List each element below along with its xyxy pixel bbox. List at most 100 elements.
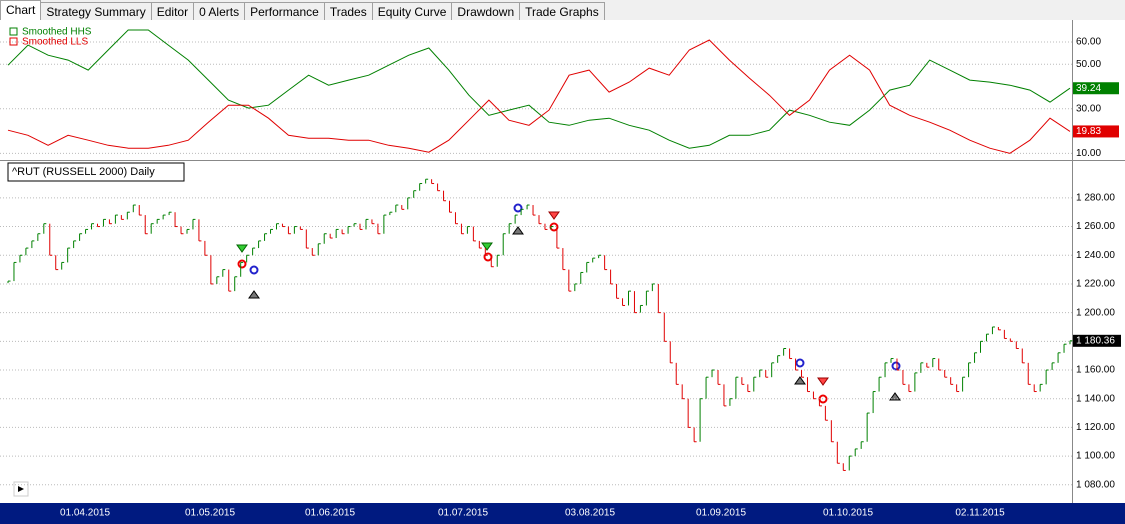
- price-bar: [711, 369, 715, 378]
- chart: ^RUT (RUSSELL 2000) Daily 60.00 50.00 30.0…: [0, 20, 1125, 524]
- x-tick-label: 01.04.2015: [60, 508, 110, 519]
- tab[interactable]: 0 Alerts: [193, 2, 246, 22]
- price-bar: [419, 183, 423, 191]
- price-bar: [246, 254, 250, 263]
- tab[interactable]: Drawdown: [451, 2, 521, 22]
- price-bar: [854, 448, 858, 457]
- last-value-box: [1073, 125, 1119, 138]
- price-bar: [812, 391, 816, 400]
- tab[interactable]: Strategy Summary: [40, 2, 152, 22]
- price-bar: [108, 219, 112, 225]
- price-bar: [568, 269, 572, 292]
- tab[interactable]: Trades: [323, 2, 373, 22]
- price-bar: [49, 223, 53, 256]
- price-bar: [31, 240, 35, 249]
- price-bar: [550, 226, 554, 230]
- tab[interactable]: Editor: [150, 2, 195, 22]
- price-bar: [43, 223, 47, 234]
- price-bar: [365, 218, 369, 230]
- price-bar: [610, 269, 614, 285]
- price-bar: [79, 233, 83, 241]
- play-icon: [18, 486, 24, 492]
- tab[interactable]: Performance: [244, 2, 325, 22]
- price-bar: [884, 362, 888, 378]
- price-bar: [150, 223, 154, 234]
- price-bar: [437, 183, 441, 192]
- tab[interactable]: Chart: [0, 0, 42, 22]
- price-bar: [19, 254, 23, 263]
- signal: [237, 259, 247, 269]
- x-tick-label: 03.08.2015: [565, 508, 615, 519]
- signals: [236, 203, 901, 404]
- price-bar: [490, 255, 494, 268]
- price-bar: [938, 358, 942, 371]
- tab[interactable]: Trade Graphs: [519, 2, 605, 22]
- y-tick-label: 1 100.00: [1076, 451, 1115, 462]
- price-bar: [633, 291, 637, 314]
- price-bar: [472, 226, 476, 242]
- price-bar: [806, 377, 810, 393]
- price-bar: [383, 214, 387, 234]
- price-bar: [317, 243, 321, 256]
- price-bar: [85, 228, 89, 234]
- price-bar: [693, 427, 697, 443]
- tab[interactable]: Equity Curve: [371, 2, 453, 22]
- y-tick-label: 1 280.00: [1076, 193, 1115, 204]
- price-bar: [449, 200, 453, 213]
- y-tick-label: 1 260.00: [1076, 221, 1115, 232]
- price-bar: [604, 255, 608, 271]
- price-bar: [1045, 369, 1049, 385]
- price-bar: [102, 218, 106, 227]
- price-bar: [1021, 348, 1025, 364]
- price-bar: [91, 223, 95, 230]
- signal: [512, 226, 524, 235]
- price-bar: [717, 370, 721, 385]
- price-bar: [747, 384, 751, 393]
- price-bar: [866, 412, 870, 442]
- price-bar: [532, 205, 536, 216]
- price-bar: [234, 276, 238, 292]
- signal: [236, 244, 248, 253]
- price-bar: [454, 212, 458, 225]
- price-bar: [944, 370, 948, 378]
- price-bar: [240, 261, 244, 277]
- price-bar: [985, 333, 989, 342]
- price-bar: [669, 341, 673, 364]
- price-bar: [55, 255, 59, 271]
- price-bar: [622, 298, 626, 306]
- y-tick-label: 1 140.00: [1076, 393, 1115, 404]
- indicator-line: [7, 39, 1071, 154]
- price-bar: [962, 376, 966, 392]
- tab-bar: Chart Strategy Summary Editor 0 Alerts Perfo…: [0, 0, 605, 22]
- price-bar: [287, 226, 291, 235]
- price-bar: [1015, 341, 1019, 349]
- price-bar: [126, 211, 130, 220]
- signal: [817, 377, 829, 386]
- price-bar: [592, 257, 596, 263]
- price-bar: [789, 348, 793, 360]
- legend-box: [9, 27, 18, 36]
- price-bar: [478, 240, 482, 249]
- price-bar: [335, 228, 339, 239]
- signal: [481, 242, 493, 251]
- price-bar: [759, 369, 763, 378]
- indicator-line: [7, 29, 1071, 149]
- price-bar: [580, 271, 584, 284]
- price-bar: [460, 223, 464, 235]
- price-bar: [216, 276, 220, 284]
- x-tick-label: 01.05.2015: [185, 508, 235, 519]
- price-bar: [413, 190, 417, 198]
- y-tick-label: 1 200.00: [1076, 307, 1115, 318]
- price-bar: [777, 355, 781, 363]
- price-bar: [120, 215, 124, 220]
- signal: [513, 203, 523, 213]
- price-bar: [407, 197, 411, 210]
- x-tick-label: 01.07.2015: [438, 508, 488, 519]
- title-box: [7, 162, 185, 182]
- signal: [248, 290, 260, 299]
- price-bar: [556, 226, 560, 249]
- price-bar: [174, 212, 178, 228]
- price-bar: [950, 377, 954, 385]
- price-bar: [275, 223, 279, 230]
